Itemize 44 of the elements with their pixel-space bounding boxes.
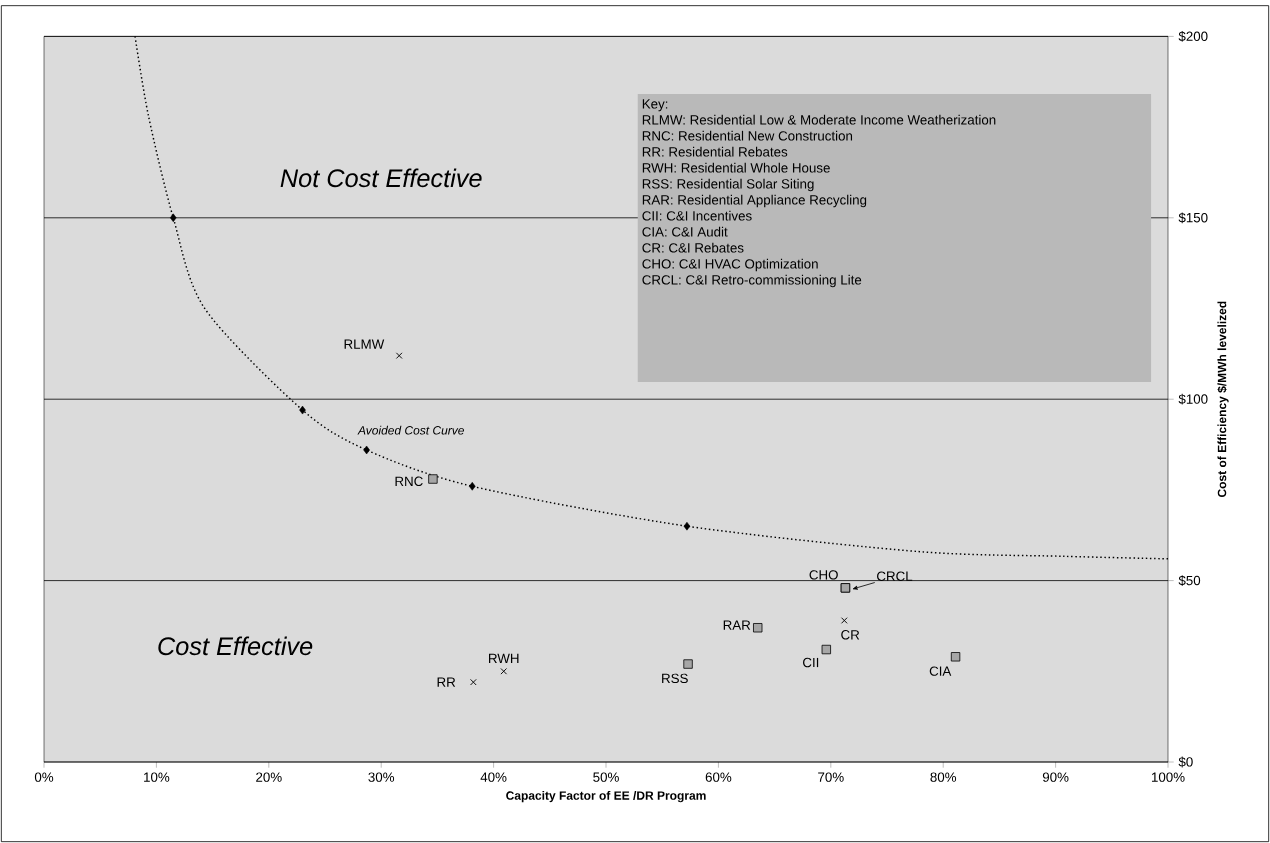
x-tick-label: 10% [144,772,170,782]
y-tick-label: $50 [1178,575,1201,586]
annotation: RSS: Residential Solar Siting [642,178,814,192]
x-tick-label: 70% [818,772,844,782]
annotation: RR: Residential Rebates [642,146,788,157]
annotation: CII: C&I Incentives [642,210,752,221]
series-label: Avoided Cost Curve [357,425,465,435]
annotation: CHO: C&I HVAC Optimization [642,258,818,272]
annotation: RAR [723,620,751,630]
annotation: CRCL: C&I Retro-commissioning Lite [642,274,862,288]
x-tick-label: 0% [34,772,54,782]
annotation: CHO [809,570,838,580]
y-tick-label: $0 [1178,756,1193,768]
y-tick-label: $100 [1178,393,1208,405]
x-tick-label: 50% [593,772,619,782]
annotation: Not Cost Effective [280,168,482,188]
annotation: RNC [395,476,423,487]
annotation: CIA: C&I Audit [642,226,728,237]
annotation: CIA [929,666,952,676]
x-tick-label: 20% [256,772,282,782]
x-tick-label: 40% [480,772,507,782]
annotation: RAR: Residential Appliance Recycling [642,194,867,208]
annotation: RLMW: Residential Low & Moderate Income Weatherization [642,114,996,125]
annotation: CRCL [877,571,913,581]
y-axis-title: Cost of Efficiency $/MWh levelized [1217,301,1229,498]
x-tick-label: 90% [1042,772,1069,782]
annotation: RNC: Residential New Construction [642,130,853,141]
annotation: Key: [642,99,668,112]
annotation: CR [841,630,860,640]
annotation: RWH [489,653,519,664]
x-tick-label: 80% [930,772,957,782]
annotation: Cost Effective [158,636,313,656]
x-tick-label: 100% [1151,772,1185,782]
annotation: CII [803,657,819,668]
x-tick-label: 30% [368,772,395,782]
y-tick-label: $150 [1178,212,1208,224]
x-axis-title: Capacity Factor of EE /DR Program [506,790,706,803]
x-tick-label: 60% [705,772,732,782]
annotation: RR [437,677,456,687]
annotation: CR: C&I Rebates [642,242,744,253]
annotation: RWH: Residential Whole House [642,162,830,173]
annotation: RSS [662,673,688,684]
y-tick-label: $200 [1178,31,1208,42]
annotation: RLMW [344,339,385,349]
